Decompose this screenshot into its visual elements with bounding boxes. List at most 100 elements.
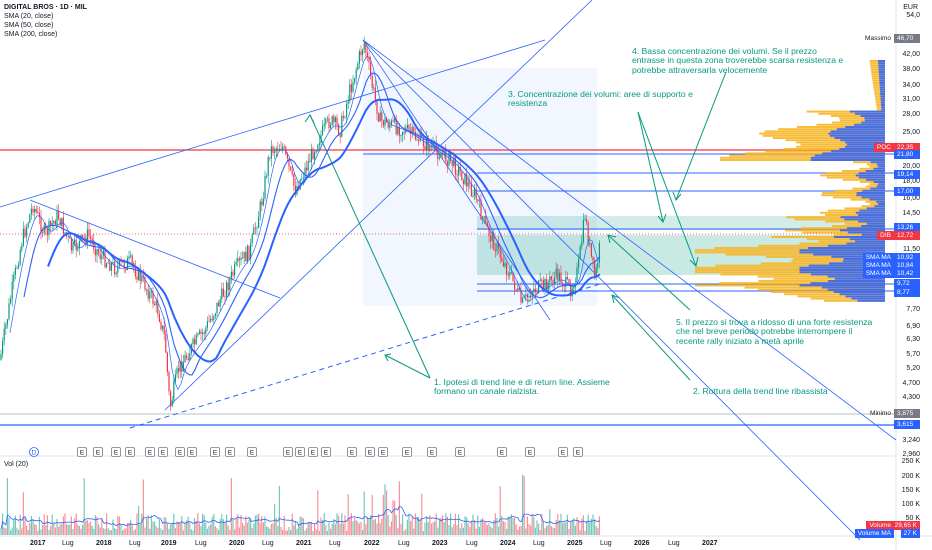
candle-body [96, 249, 98, 256]
candle-body [18, 264, 20, 268]
candle-body [592, 256, 594, 261]
candle-body [318, 143, 320, 146]
volume-ma-line[interactable] [0, 505, 600, 530]
earnings-marker[interactable] [347, 447, 357, 457]
downtrend-line-1[interactable] [362, 39, 897, 441]
earnings-marker[interactable] [210, 447, 220, 457]
volume-title: Vol (20) [4, 461, 29, 468]
profile-bar [806, 110, 885, 113]
time-axis-label: Lug [533, 540, 545, 547]
volume-bar [101, 519, 103, 535]
candle-body [112, 261, 114, 264]
earnings-marker[interactable] [283, 447, 293, 457]
price-tag-value: 10,92 [894, 253, 920, 262]
dividend-marker[interactable] [29, 447, 39, 457]
volume-bar [182, 530, 184, 535]
earnings-marker[interactable] [295, 447, 305, 457]
candle-body [302, 177, 304, 179]
candle-body [502, 261, 504, 267]
earnings-marker[interactable] [558, 447, 568, 457]
earnings-marker[interactable] [308, 447, 318, 457]
profile-bar-down [833, 236, 885, 238]
volume-bar [2, 513, 4, 535]
candle-body [398, 126, 400, 136]
profile-bar [869, 60, 885, 62]
profile-bar [853, 161, 885, 164]
candle-body [394, 118, 396, 122]
earnings-marker[interactable] [187, 447, 197, 457]
profile-bar-down [827, 275, 885, 278]
earnings-marker[interactable] [497, 447, 507, 457]
return-line[interactable] [0, 39, 546, 208]
volume-bar [198, 523, 200, 535]
candle-body [371, 75, 373, 88]
profile-bar-down [846, 242, 885, 245]
uptrend-line[interactable] [164, 0, 593, 411]
earnings-marker[interactable] [145, 447, 155, 457]
sma-50-legend[interactable]: SMA (50, close) [4, 22, 54, 29]
profile-bar [762, 134, 885, 137]
price-series[interactable] [0, 36, 600, 411]
earnings-marker[interactable] [225, 447, 235, 457]
volume-bar [362, 529, 364, 535]
earnings-marker[interactable] [573, 447, 583, 457]
downtrend-line-2[interactable] [362, 39, 861, 541]
profile-bar [695, 249, 885, 252]
candle-body [56, 211, 58, 226]
volume-bar [259, 522, 261, 535]
candle-body [203, 332, 205, 334]
earnings-marker[interactable] [402, 447, 412, 457]
profile-bar-down [861, 233, 885, 236]
volume-bar [379, 523, 381, 535]
volume-bar [157, 527, 159, 535]
candle-body [210, 318, 212, 322]
earnings-marker[interactable] [247, 447, 257, 457]
earnings-marker[interactable] [378, 447, 388, 457]
candle-body [440, 154, 442, 158]
volume-bars[interactable] [0, 474, 600, 535]
volume-bar [317, 490, 319, 535]
candle-body [136, 276, 138, 280]
volume-bar [162, 530, 164, 535]
profile-bar [695, 269, 885, 271]
volume-bar [581, 518, 583, 535]
sma-200-line[interactable] [47, 98, 601, 363]
earnings-marker[interactable] [365, 447, 375, 457]
sma-20-line[interactable] [9, 55, 599, 391]
volume-bar [264, 516, 266, 535]
volume-bar [139, 524, 141, 535]
earnings-marker[interactable] [93, 447, 103, 457]
candle-body [40, 217, 42, 233]
sma-50-line[interactable] [23, 72, 601, 376]
short-downtrend-line[interactable] [29, 199, 281, 299]
dashed-trend-extension[interactable] [129, 283, 601, 429]
earnings-marker-label: E [324, 450, 329, 457]
sma-200-legend[interactable]: SMA (200, close) [4, 31, 58, 38]
earnings-marker[interactable] [175, 447, 185, 457]
earnings-marker[interactable] [427, 447, 437, 457]
price-tag-label: SMA MA [862, 269, 894, 278]
earnings-marker[interactable] [525, 447, 535, 457]
earnings-marker[interactable] [158, 447, 168, 457]
volume-bar [490, 526, 492, 535]
earnings-marker[interactable] [125, 447, 135, 457]
annotation-3: 3. Concentrazione dei volumi: aree di su… [508, 89, 693, 109]
profile-bar [765, 150, 885, 153]
volume-bar [352, 521, 354, 535]
candle-body [139, 268, 141, 282]
earnings-marker[interactable] [455, 447, 465, 457]
volume-axis-label: 250 K [901, 458, 920, 465]
candle-body [344, 116, 346, 118]
volume-bar [413, 528, 415, 535]
earnings-marker[interactable] [321, 447, 331, 457]
volume-bar [114, 527, 116, 535]
volume-profile[interactable] [695, 60, 885, 302]
sma-20-legend[interactable]: SMA (20, close) [4, 13, 54, 20]
earnings-marker[interactable] [111, 447, 121, 457]
symbol-title[interactable]: DIGITAL BROS · 1D · MIL [4, 4, 87, 11]
low-volume-zone[interactable] [477, 216, 885, 230]
candle-body [162, 325, 164, 330]
earnings-marker[interactable] [77, 447, 87, 457]
